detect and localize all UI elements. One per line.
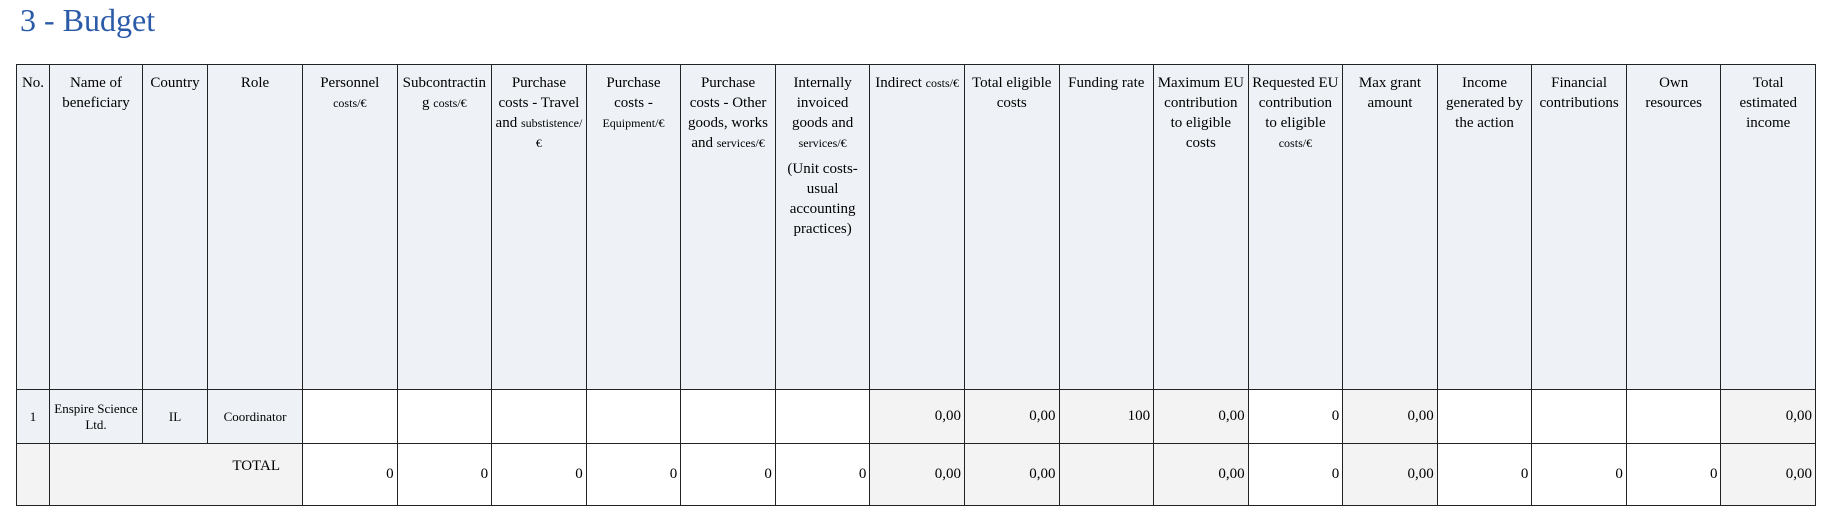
cell: [396, 389, 493, 444]
header-label: Role: [240, 75, 270, 91]
header-unit: services/€: [716, 136, 765, 150]
cell: 0: [1247, 389, 1344, 444]
header-label: Own resources: [1645, 75, 1702, 111]
total-cell: 0: [396, 443, 493, 506]
cell: [16, 443, 50, 506]
column-header: Subcontracting costs/€: [396, 64, 493, 390]
cell: [302, 389, 398, 444]
column-header: Income generated by the action: [1436, 64, 1533, 390]
column-header: Role: [207, 64, 303, 390]
column-header: Own resources: [1625, 64, 1722, 390]
cell: 0,00: [869, 389, 965, 444]
column-header: Indirect costs/€: [869, 64, 965, 390]
header-label: Max grant amount: [1358, 75, 1421, 111]
header-unit: costs/€: [925, 76, 960, 90]
header-label: Internally invoiced goods and: [791, 75, 854, 131]
cell: 1: [16, 389, 50, 444]
column-header: Purchase costs - Equipment/€: [585, 64, 682, 390]
header-label: Financial contributions: [1539, 75, 1619, 111]
header-label: Requested EU contribution to eligible: [1252, 75, 1339, 131]
total-cell: 0: [1247, 443, 1344, 506]
budget-table: No. Name of beneficiary Country Role Personn…: [16, 64, 1816, 506]
total-cell: [1058, 443, 1155, 506]
total-cell: 0,00: [1153, 443, 1249, 506]
total-row: TOTAL 0 0 0 0 0 0 0,00 0,00 0,00 0 0,00 0 0 0 0,00: [16, 443, 1816, 506]
cell: 0,00: [1153, 389, 1249, 444]
total-cell: 0: [680, 443, 776, 506]
column-header: Total estimated income: [1720, 64, 1816, 390]
total-cell: 0,00: [1342, 443, 1438, 506]
header-label: Purchase costs - Travel and: [495, 75, 580, 131]
column-header: Requested EU contribution to eligible co…: [1247, 64, 1344, 390]
column-header: Purchase costs - Travel and substistence…: [491, 64, 587, 390]
header-label: Purchase costs -: [606, 75, 661, 111]
header-label: No.: [21, 75, 45, 91]
cell: IL: [142, 389, 208, 444]
total-cell: 0: [1436, 443, 1533, 506]
total-label: TOTAL: [49, 443, 303, 506]
header-unit: Equipment/€: [602, 116, 665, 130]
header-unit: costs/€: [1278, 136, 1313, 150]
header-note: (Unit costs-usual accounting practices): [787, 161, 858, 237]
column-header: Maximum EU contribution to eligible cost…: [1153, 64, 1249, 390]
header-label: Country: [150, 75, 200, 91]
cell: [680, 389, 776, 444]
cell: [585, 389, 682, 444]
cell: [1531, 389, 1627, 444]
total-cell: 0: [1531, 443, 1627, 506]
cell: [774, 389, 871, 444]
cell: [491, 389, 587, 444]
header-label: Subcontracting: [402, 75, 486, 111]
cell: [1625, 389, 1722, 444]
column-header: Country: [142, 64, 208, 390]
cell: 0,00: [963, 389, 1060, 444]
total-cell: 0: [491, 443, 587, 506]
header-unit: services/€: [798, 136, 847, 150]
cell: Coordinator: [207, 389, 303, 444]
page-title: 3 - Budget: [20, 2, 156, 38]
header-row: No. Name of beneficiary Country Role Personn…: [16, 64, 1816, 390]
header-label: Name of beneficiary: [62, 75, 130, 111]
total-cell: 0,00: [1720, 443, 1816, 506]
cell: 0,00: [1720, 389, 1816, 444]
header-label: Personnel: [320, 75, 380, 91]
header-unit: costs/€: [433, 96, 467, 110]
cell: 100: [1058, 389, 1155, 444]
header-label: Maximum EU contribution to eligible cost…: [1157, 75, 1244, 151]
column-header: Funding rate: [1058, 64, 1155, 390]
column-header: Max grant amount: [1342, 64, 1438, 390]
total-cell: 0: [774, 443, 871, 506]
total-cell: 0: [1625, 443, 1722, 506]
header-label: Indirect: [875, 75, 922, 91]
total-cell: 0,00: [963, 443, 1060, 506]
column-header: Financial contributions: [1531, 64, 1627, 390]
header-unit: costs/€: [333, 96, 367, 110]
header-label: Funding rate: [1068, 75, 1145, 91]
column-header: Purchase costs - Other goods, works and …: [680, 64, 776, 390]
header-unit: substistence/€: [520, 116, 583, 150]
total-cell: 0,00: [869, 443, 965, 506]
data-row: 1 Enspire Science Ltd. IL Coordinator 0,00 0,…: [16, 389, 1816, 444]
total-cell: 0: [302, 443, 398, 506]
header-label: Total eligible costs: [972, 75, 1052, 111]
header-label: Income generated by the action: [1446, 75, 1524, 131]
header-label: Purchase costs - Other goods, works and: [688, 75, 769, 151]
column-header: No.: [16, 64, 50, 390]
cell: Enspire Science Ltd.: [49, 389, 143, 444]
column-header: Total eligible costs: [963, 64, 1060, 390]
cell: 0,00: [1342, 389, 1438, 444]
column-header: Personnel costs/€: [302, 64, 398, 390]
column-header: Name of beneficiary: [49, 64, 143, 390]
total-cell: 0: [585, 443, 682, 506]
cell: [1436, 389, 1533, 444]
header-label: Total estimated income: [1739, 75, 1797, 131]
column-header: Internally invoiced goods and services/€…: [774, 64, 871, 390]
